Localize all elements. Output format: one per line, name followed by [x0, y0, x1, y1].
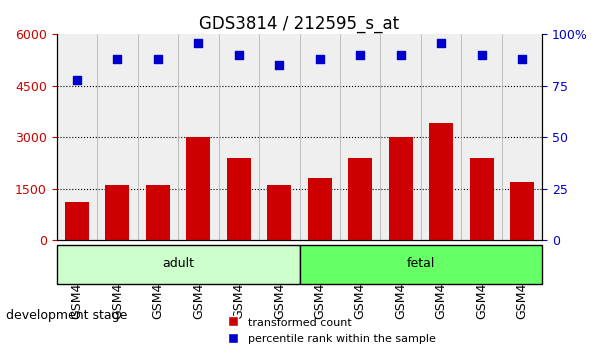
Point	[477, 52, 487, 58]
Bar	[137, 34, 178, 240]
FancyBboxPatch shape	[57, 245, 300, 284]
Point	[517, 56, 527, 62]
Point	[355, 52, 365, 58]
Title: GDS3814 / 212595_s_at: GDS3814 / 212595_s_at	[200, 15, 400, 33]
Point	[234, 52, 244, 58]
Bar	[380, 34, 421, 240]
Point	[274, 62, 284, 68]
Bar	[388, 137, 413, 240]
Bar	[510, 182, 534, 240]
Bar	[461, 34, 502, 240]
Point	[113, 56, 122, 62]
Bar	[429, 124, 453, 240]
Bar	[348, 158, 373, 240]
Text: fetal: fetal	[407, 257, 435, 269]
Point	[396, 52, 406, 58]
Bar	[340, 34, 380, 240]
Bar	[97, 34, 137, 240]
Bar	[57, 34, 97, 240]
Bar	[300, 34, 340, 240]
Bar	[186, 137, 210, 240]
Bar	[65, 202, 89, 240]
Bar	[105, 185, 130, 240]
Point	[437, 40, 446, 45]
Bar	[178, 34, 218, 240]
Bar	[146, 185, 170, 240]
Text: development stage: development stage	[6, 309, 127, 321]
Bar	[470, 158, 494, 240]
Bar	[308, 178, 332, 240]
Bar	[267, 185, 291, 240]
Bar	[227, 158, 251, 240]
Point	[315, 56, 324, 62]
Point	[194, 40, 203, 45]
Legend: transformed count, percentile rank within the sample: transformed count, percentile rank withi…	[223, 313, 440, 348]
Text: adult: adult	[162, 257, 194, 269]
Bar	[502, 34, 543, 240]
FancyBboxPatch shape	[300, 245, 543, 284]
Bar	[421, 34, 461, 240]
Point	[153, 56, 163, 62]
Point	[72, 77, 81, 82]
Bar	[259, 34, 300, 240]
Bar	[218, 34, 259, 240]
